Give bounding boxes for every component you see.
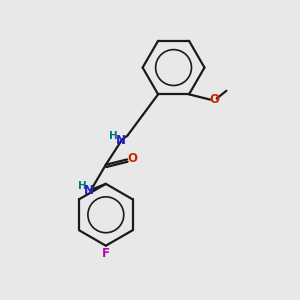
Text: F: F <box>102 248 110 260</box>
Text: N: N <box>84 184 94 197</box>
Text: H: H <box>78 181 87 191</box>
Text: O: O <box>209 93 219 106</box>
Text: H: H <box>110 131 118 141</box>
Text: O: O <box>127 152 137 165</box>
Text: N: N <box>116 134 126 147</box>
